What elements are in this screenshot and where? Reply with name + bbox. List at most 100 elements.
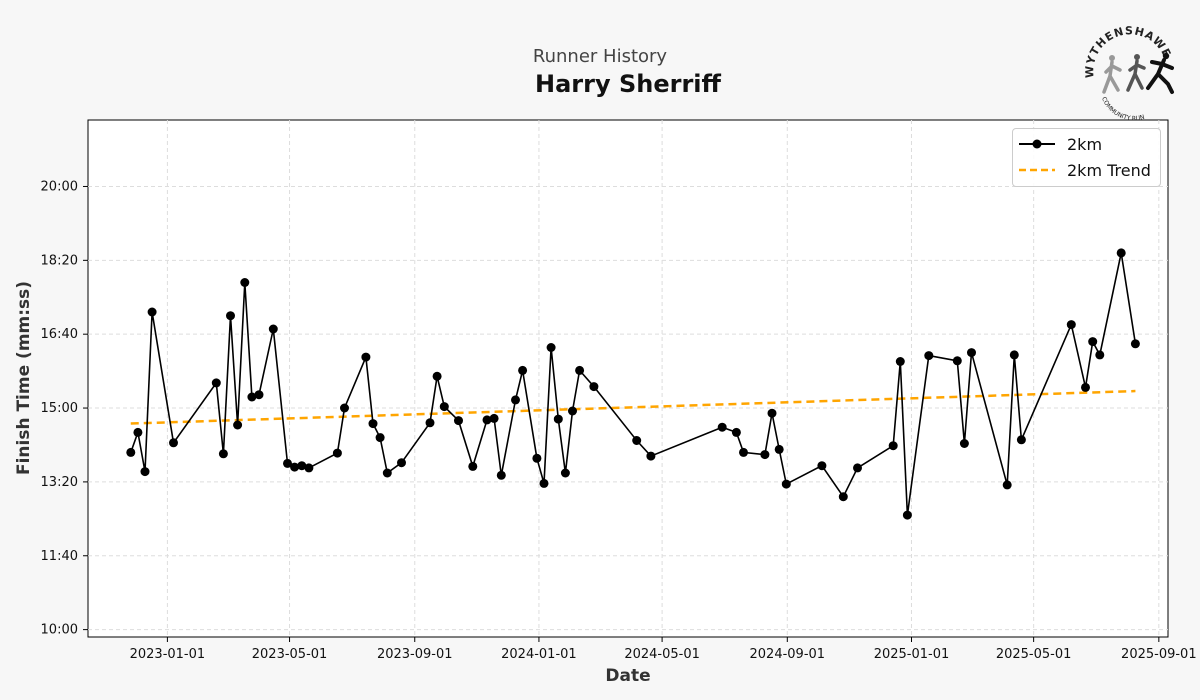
data-point bbox=[781, 479, 791, 489]
data-point bbox=[340, 403, 349, 413]
data-point bbox=[140, 467, 150, 477]
data-point bbox=[767, 408, 777, 418]
data-point bbox=[888, 441, 898, 451]
series-2km-line bbox=[130, 252, 1137, 516]
data-point bbox=[575, 365, 585, 375]
data-point bbox=[240, 278, 250, 287]
y-axis-ticks: 10:00 11:40 13:20 15:00 16:40 18:20 20:00 bbox=[41, 179, 88, 638]
data-point bbox=[924, 351, 934, 361]
data-point bbox=[902, 510, 912, 520]
legend-item-2km: 2km bbox=[1019, 133, 1102, 155]
data-point bbox=[731, 427, 741, 437]
data-point bbox=[967, 348, 976, 358]
data-point bbox=[774, 444, 784, 454]
data-point bbox=[1016, 435, 1026, 445]
x-tick-label: 2023-09-01 bbox=[377, 647, 453, 662]
data-point bbox=[169, 438, 178, 448]
x-axis-label: Date bbox=[605, 666, 650, 686]
y-tick-label: 10:00 bbox=[41, 623, 78, 638]
data-point bbox=[1066, 320, 1076, 330]
data-point bbox=[838, 492, 848, 502]
data-point bbox=[532, 453, 542, 463]
data-point bbox=[760, 450, 770, 460]
y-tick-label: 15:00 bbox=[41, 401, 78, 416]
x-axis-ticks: 2023-01-01 2023-05-01 2023-09-01 2024-01-01… bbox=[130, 637, 1197, 662]
legend-dashed-line-icon bbox=[1019, 168, 1055, 172]
data-point bbox=[1009, 350, 1019, 360]
data-point bbox=[297, 461, 307, 471]
data-point bbox=[468, 461, 478, 471]
data-point bbox=[439, 402, 449, 412]
data-point bbox=[817, 461, 827, 471]
wythenshawe-logo: WYTHENSHAWE COMMUNITY RUN bbox=[1083, 24, 1174, 120]
data-point bbox=[546, 343, 556, 352]
data-point bbox=[560, 468, 570, 478]
data-point bbox=[304, 463, 314, 473]
y-tick-label: 16:40 bbox=[41, 327, 78, 342]
chart-subtitle: Runner History bbox=[532, 46, 668, 67]
legend-item-trend: 2km Trend bbox=[1019, 159, 1151, 181]
data-point bbox=[553, 414, 563, 424]
legend-label-trend: 2km Trend bbox=[1067, 160, 1151, 180]
data-point bbox=[425, 418, 435, 428]
data-point bbox=[518, 365, 528, 375]
data-point bbox=[568, 406, 577, 416]
y-tick-label: 18:20 bbox=[41, 253, 78, 268]
series-2km bbox=[130, 252, 1137, 516]
data-point bbox=[717, 422, 727, 432]
x-tick-label: 2023-05-01 bbox=[252, 647, 328, 662]
data-point bbox=[218, 449, 228, 459]
data-point bbox=[1088, 337, 1098, 347]
legend: 2km 2km Trend bbox=[1012, 128, 1161, 187]
data-point bbox=[397, 458, 406, 468]
data-point bbox=[959, 439, 969, 448]
data-point bbox=[290, 462, 300, 472]
data-point bbox=[211, 378, 221, 388]
data-point bbox=[511, 395, 520, 405]
y-tick-label: 20:00 bbox=[41, 179, 78, 194]
data-point bbox=[1081, 382, 1090, 392]
data-point bbox=[646, 451, 656, 461]
x-tick-label: 2025-09-01 bbox=[1121, 647, 1197, 662]
data-point bbox=[853, 463, 862, 473]
runner-figures-icon bbox=[1102, 52, 1174, 94]
data-point bbox=[432, 371, 442, 381]
data-point bbox=[133, 427, 143, 437]
logo-bottom-text: COMMUNITY RUN bbox=[1100, 96, 1145, 120]
data-point bbox=[1130, 339, 1140, 349]
data-point bbox=[254, 390, 264, 400]
data-point bbox=[283, 458, 292, 468]
data-point bbox=[454, 416, 463, 426]
data-point bbox=[126, 447, 136, 457]
data-point bbox=[952, 356, 962, 366]
legend-label-2km: 2km bbox=[1067, 134, 1103, 154]
x-tick-label: 2024-09-01 bbox=[750, 647, 826, 662]
data-point bbox=[895, 357, 905, 366]
data-point bbox=[268, 324, 278, 334]
data-point bbox=[147, 307, 157, 317]
series-2km-points bbox=[126, 248, 1140, 520]
data-point bbox=[1002, 480, 1012, 490]
x-tick-label: 2025-05-01 bbox=[996, 647, 1072, 662]
data-point bbox=[632, 436, 642, 445]
legend-marker-line-icon bbox=[1019, 139, 1055, 149]
data-point bbox=[739, 447, 748, 457]
data-point bbox=[375, 433, 385, 443]
data-point bbox=[1116, 248, 1126, 258]
data-point bbox=[489, 413, 499, 423]
data-point bbox=[482, 415, 492, 425]
x-tick-label: 2025-01-01 bbox=[874, 647, 950, 662]
data-point bbox=[496, 470, 506, 480]
data-point bbox=[1095, 350, 1105, 360]
data-point bbox=[361, 352, 371, 362]
y-tick-label: 13:20 bbox=[41, 475, 78, 490]
x-tick-label: 2024-01-01 bbox=[501, 647, 577, 662]
data-point bbox=[589, 382, 599, 392]
y-axis-label: Finish Time (mm:ss) bbox=[14, 281, 34, 475]
plot-area bbox=[87, 119, 1169, 638]
data-point bbox=[247, 392, 257, 402]
data-point bbox=[382, 468, 392, 478]
x-tick-label: 2023-01-01 bbox=[130, 647, 206, 662]
data-point bbox=[368, 419, 378, 429]
